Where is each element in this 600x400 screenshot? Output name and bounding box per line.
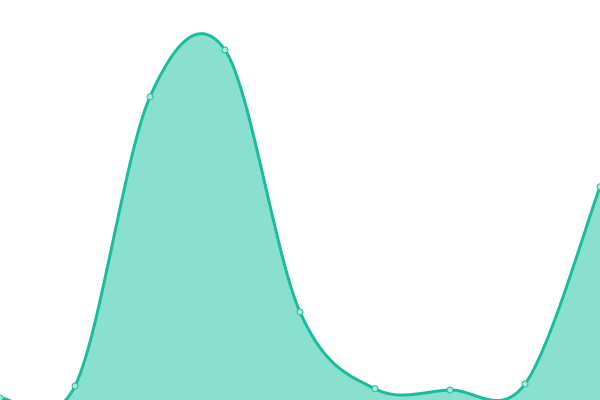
data-point-0: [0, 394, 4, 400]
data-point-7: [521, 380, 529, 388]
data-point-6: [446, 386, 454, 394]
series-line: [0, 32, 600, 400]
data-point-4: [296, 308, 304, 316]
area-fill: [0, 33, 600, 400]
data-point-8: [596, 183, 600, 191]
data-point-2: [146, 93, 154, 101]
data-point-1: [71, 382, 79, 390]
data-point-5: [371, 385, 379, 393]
data-points: [0, 46, 600, 400]
data-point-3: [221, 46, 229, 54]
